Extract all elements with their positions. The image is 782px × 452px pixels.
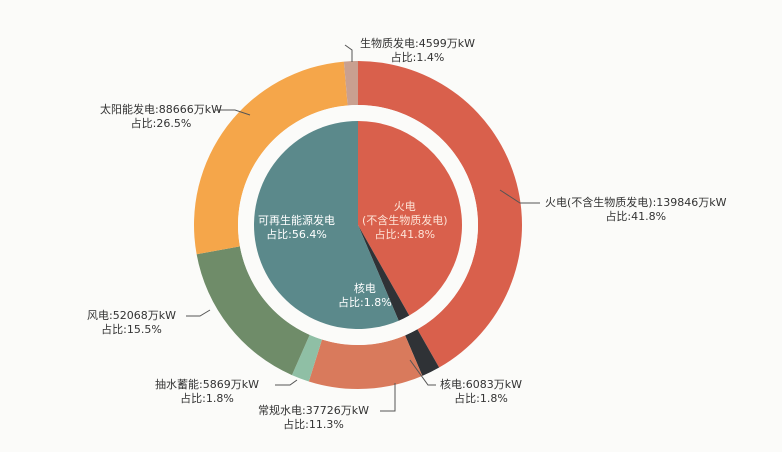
label-solar: 太阳能发电:88666万kW 占比:26.5% — [100, 103, 222, 130]
inner-slice-0 — [358, 121, 463, 316]
leader-line-nuclear — [409, 359, 436, 386]
label-hydro: 常规水电:37726万kW 占比:11.3% — [258, 404, 369, 431]
outer-slice-3 — [291, 334, 323, 382]
label-biomass: 生物质发电:4599万kW 占比:1.4% — [360, 37, 475, 64]
label-wind: 风电:52068万kW 占比:15.5% — [87, 309, 176, 336]
outer-slice-4 — [196, 246, 310, 376]
inner-label-fire: 火电 (不含生物质发电) 占比:41.8% — [362, 200, 448, 241]
outer-slice-5 — [194, 61, 348, 255]
label-fire: 火电(不含生物质发电):139846万kW 占比:41.8% — [545, 196, 727, 223]
leader-line-fire — [499, 189, 540, 204]
outer-slice-0 — [358, 61, 522, 368]
leader-line-wind — [186, 309, 211, 317]
label-pumped-storage: 抽水蓄能:5869万kW 占比:1.8% — [155, 378, 259, 405]
outer-slice-6 — [343, 61, 358, 106]
inner-slice-2 — [254, 121, 399, 329]
label-nuclear: 核电:6083万kW 占比:1.8% — [440, 378, 522, 405]
leader-line-biomass — [344, 44, 353, 62]
leader-lines — [186, 44, 540, 412]
outer-slice-1 — [405, 329, 440, 376]
inner-label-renewable: 可再生能源发电 占比:56.4% — [258, 214, 335, 241]
leader-line-solar — [215, 109, 251, 116]
leader-line-pumped — [275, 379, 298, 386]
inner-slice-1 — [358, 225, 410, 321]
leader-line-hydro — [380, 383, 396, 412]
outer-slice-2 — [308, 335, 423, 389]
inner-label-nuclear: 核电 占比:1.8% — [338, 282, 392, 309]
